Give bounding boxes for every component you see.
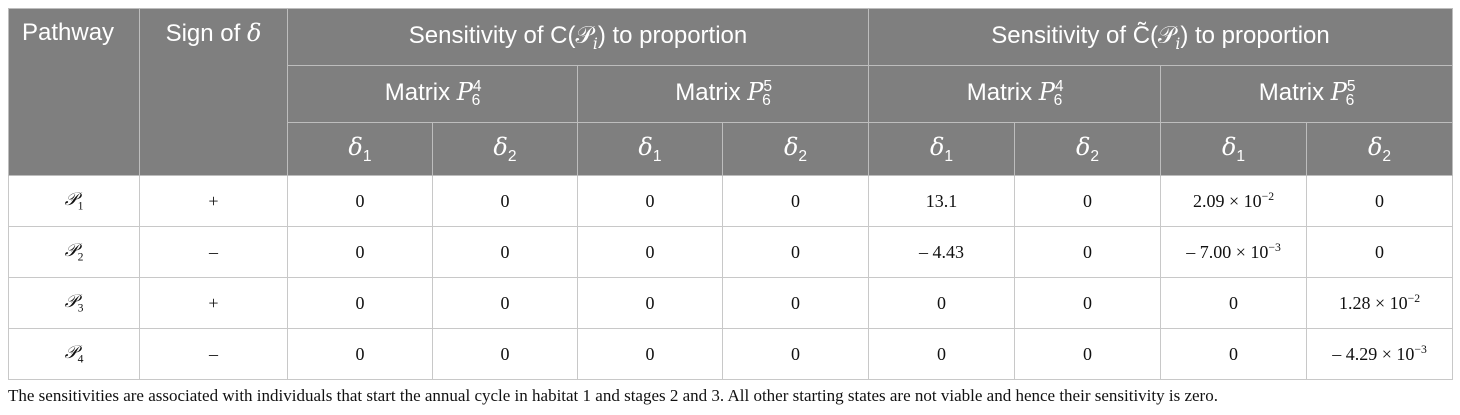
pathway-cell: 𝒫1: [8, 175, 140, 227]
value-cell: – 4.29 × 10−3: [1306, 328, 1454, 380]
header-delta-2: δ2: [1014, 122, 1162, 176]
value-cell: 0: [721, 328, 870, 380]
value-cell: 0: [1014, 226, 1162, 278]
pathway-cell: 𝒫4: [8, 328, 140, 380]
header-matrix-p64-c: Matrix P46: [287, 65, 578, 123]
value-cell: 2.09 × 10−2: [1160, 175, 1308, 227]
value-cell: 0: [287, 226, 433, 278]
pathway-cell: 𝒫3: [8, 277, 140, 329]
value-cell: – 7.00 × 10−3: [1160, 226, 1308, 278]
header-delta-2: δ2: [432, 122, 578, 176]
header-delta-1: δ1: [1160, 122, 1308, 176]
value-cell: 0: [577, 277, 723, 329]
table-row: 𝒫4 – 0 0 0 0 0 0 0 – 4.29 × 10−3: [8, 328, 1454, 380]
header-sign-of-delta: Sign of δ: [139, 8, 288, 176]
sensitivity-table: Pathway Sign of δ Sensitivity of C(𝒫i) t…: [8, 8, 1454, 380]
value-cell: 0: [1014, 277, 1162, 329]
value-cell: 0: [721, 277, 870, 329]
header-sensitivity-c: Sensitivity of C(𝒫i) to proportion: [286, 8, 870, 66]
value-cell: – 4.43: [868, 226, 1016, 278]
value-cell: 0: [432, 277, 578, 329]
value-cell: 0: [287, 277, 433, 329]
value-cell: 0: [432, 328, 578, 380]
header-delta-1: δ1: [577, 122, 723, 176]
value-cell: 1.28 × 10−2: [1306, 277, 1454, 329]
header-delta-2: δ2: [1306, 122, 1454, 176]
header-delta-2: δ2: [721, 122, 870, 176]
header-pathway: Pathway: [8, 8, 140, 176]
sign-cell: +: [139, 277, 288, 329]
value-cell: 0: [287, 328, 433, 380]
value-cell: 0: [577, 175, 723, 227]
value-cell: 0: [577, 328, 723, 380]
header-delta-1: δ1: [287, 122, 433, 176]
value-cell: 0: [1160, 277, 1308, 329]
value-cell: 0: [868, 328, 1016, 380]
header-delta-1: δ1: [868, 122, 1016, 176]
value-cell: 0: [721, 226, 870, 278]
value-cell: 0: [1014, 175, 1162, 227]
pathway-cell: 𝒫2: [8, 226, 140, 278]
sign-cell: +: [139, 175, 288, 227]
table-row: 𝒫2 – 0 0 0 0 – 4.43 0 – 7.00 × 10−3 0: [8, 226, 1454, 278]
value-cell: 0: [1306, 226, 1454, 278]
table-footnote: The sensitivities are associated with in…: [8, 386, 1218, 405]
table-row: 𝒫3 + 0 0 0 0 0 0 0 1.28 × 10−2: [8, 277, 1454, 329]
header-matrix-p64-c-tilde: Matrix P46: [868, 65, 1162, 123]
header-matrix-p65-c-tilde: Matrix P56: [1160, 65, 1454, 123]
value-cell: 13.1: [868, 175, 1016, 227]
header-sensitivity-c-tilde: Sensitivity of C̃(𝒫i) to proportion: [868, 8, 1454, 66]
value-cell: 0: [432, 226, 578, 278]
value-cell: 0: [868, 277, 1016, 329]
value-cell: 0: [721, 175, 870, 227]
table-row: 𝒫1 + 0 0 0 0 13.1 0 2.09 × 10−2 0: [8, 175, 1454, 227]
sign-cell: –: [139, 328, 288, 380]
value-cell: 0: [1014, 328, 1162, 380]
value-cell: 0: [432, 175, 578, 227]
header-matrix-p65-c: Matrix P56: [576, 65, 870, 123]
sign-cell: –: [139, 226, 288, 278]
value-cell: 0: [287, 175, 433, 227]
value-cell: 0: [1306, 175, 1454, 227]
value-cell: 0: [577, 226, 723, 278]
value-cell: 0: [1160, 328, 1308, 380]
